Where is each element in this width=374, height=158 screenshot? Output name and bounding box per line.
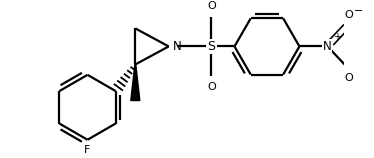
Text: F: F [84,145,91,155]
Text: +: + [333,32,341,42]
Text: O: O [207,1,216,11]
Text: N: N [323,40,332,53]
Text: O: O [207,82,216,92]
Text: O: O [344,73,353,83]
Polygon shape [131,64,140,100]
Text: O: O [344,10,353,20]
Text: −: − [354,6,364,16]
Text: N: N [173,40,182,53]
Text: S: S [208,40,215,53]
